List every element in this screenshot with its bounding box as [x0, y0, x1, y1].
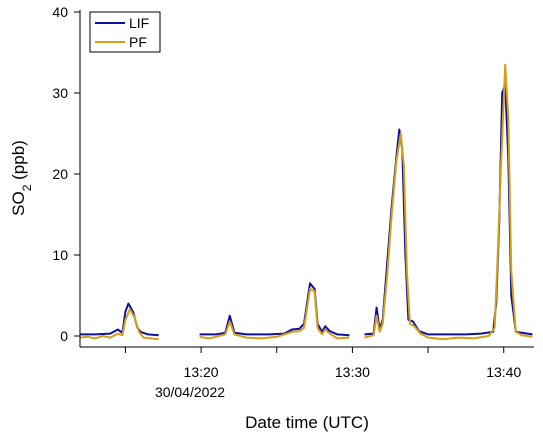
series-lif-segment-1	[80, 302, 159, 337]
series-lif-segment-3	[364, 83, 533, 336]
plot-lines	[79, 63, 533, 341]
x-tick-label-1340: 13:40	[486, 364, 521, 380]
x-axis-title: Date time (UTC)	[245, 413, 369, 432]
y-tick-label-10: 10	[52, 247, 68, 263]
x-tick-label-1320: 13:20	[184, 364, 219, 380]
legend: LIF PF	[89, 11, 161, 53]
y-tick-label-40: 40	[52, 4, 68, 20]
x-axis-ticks: 13:20 13:30 13:40	[124, 347, 521, 380]
y-tick-label-20: 20	[52, 166, 68, 182]
y-axis-title-unit: (ppb)	[9, 140, 28, 184]
legend-label-lif: LIF	[129, 15, 149, 31]
legend-box	[89, 11, 161, 53]
series-pf-segment-2	[199, 288, 350, 340]
series-pf-segment-3	[364, 63, 533, 341]
y-tick-label-30: 30	[52, 85, 68, 101]
x-tick-label-1330: 13:30	[335, 364, 370, 380]
x-date-label: 30/04/2022	[155, 384, 225, 400]
y-tick-label-0: 0	[60, 328, 68, 344]
y-axis-title: SO2 (ppb)	[9, 140, 34, 216]
legend-label-pf: PF	[129, 34, 147, 50]
y-axis-ticks: 0 10 20 30 40	[52, 4, 80, 344]
series-lif-segment-2	[199, 282, 350, 337]
y-axis-title-main: SO	[9, 191, 28, 216]
y-axis-title-subscript: 2	[20, 184, 34, 191]
series-pf-segment-1	[79, 308, 159, 341]
